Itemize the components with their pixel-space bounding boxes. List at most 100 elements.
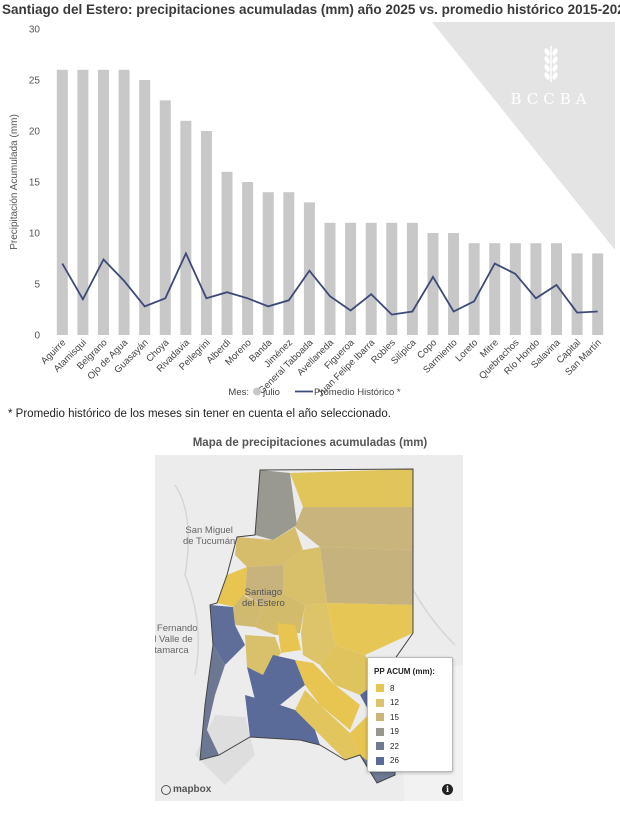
y-tick-label: 30	[29, 25, 41, 36]
region-pellegrini[interactable]	[283, 547, 327, 605]
bars	[56, 69, 604, 336]
legend-title: PP ACUM (mm):	[374, 667, 435, 676]
mapbox-text: mapbox	[173, 784, 212, 795]
city-label-tucuman: San Miguel de Tucumán	[183, 525, 236, 547]
bar	[200, 131, 212, 335]
region-banda[interactable]	[245, 565, 283, 605]
region-taboada[interactable]	[327, 603, 413, 655]
wheat-grain	[552, 56, 558, 64]
region-alberdi[interactable]	[295, 507, 413, 550]
x-tick-label: Loreto	[453, 337, 480, 364]
wheat-grain	[544, 72, 550, 80]
bar	[77, 69, 89, 336]
bar	[592, 253, 604, 335]
footnote: * Promedio histórico de los meses sin te…	[8, 408, 391, 420]
legend-swatch	[376, 742, 384, 750]
bar	[180, 120, 192, 335]
bar	[489, 243, 501, 335]
legend-label: 19	[390, 727, 399, 736]
info-icon[interactable]: i	[442, 784, 453, 795]
legend-item: 15	[376, 712, 399, 722]
bar	[345, 222, 357, 335]
legend-swatch	[376, 756, 384, 765]
legend-swatch	[376, 684, 384, 692]
region-guasayan[interactable]	[217, 567, 247, 607]
map-title: Mapa de precipitaciones acumuladas (mm)	[192, 437, 428, 449]
watermark-triangle	[432, 22, 615, 250]
bar	[159, 100, 171, 336]
wheat-grain	[552, 48, 558, 56]
region-moreno[interactable]	[320, 547, 413, 605]
wheat-grain	[544, 64, 550, 72]
bar	[283, 192, 295, 335]
mapbox-logo[interactable]: mapbox	[161, 784, 211, 795]
bar	[56, 69, 68, 336]
y-tick-label: 5	[34, 280, 40, 291]
bar	[427, 233, 439, 335]
y-axis: 0 5 10 15 20 25 30 Precipitación Acumulada (mm)	[9, 25, 40, 342]
region-loreto[interactable]	[245, 635, 281, 675]
region-robles[interactable]	[255, 593, 305, 635]
chart-legend: Mes: julio Promedio Histórico *	[228, 387, 400, 398]
wheat-grain	[544, 56, 550, 64]
region-figueroa[interactable]	[301, 603, 335, 665]
legend-item: 8	[376, 683, 394, 693]
region-choya-west[interactable]	[200, 645, 225, 760]
region-aguirre[interactable]	[245, 695, 320, 745]
wheat-grain	[552, 64, 558, 72]
region-ojo-de-agua[interactable]	[247, 655, 305, 705]
wheat-grain	[552, 72, 558, 80]
legend-item: 19	[376, 727, 399, 737]
precipitation-chart: BCCBA 0 5 10 15 20 25 30 Precipitación Acumulad…	[9, 22, 615, 399]
bar	[221, 171, 233, 335]
bar	[118, 69, 130, 336]
mapbox-icon	[161, 784, 171, 795]
y-tick-label: 25	[29, 76, 41, 87]
region-salavina[interactable]	[295, 690, 360, 760]
bar	[468, 243, 480, 335]
historical-line	[61, 251, 598, 316]
y-tick-label: 0	[34, 331, 40, 342]
region-choya[interactable]	[210, 605, 245, 665]
legend-item: 12	[376, 698, 399, 708]
watermark: BCCBA	[432, 22, 615, 250]
map-legend: PP ACUM (mm): 8 12 15 19 22 26	[367, 657, 453, 772]
legend-item: 26	[376, 756, 399, 766]
region-capital[interactable]	[233, 595, 263, 627]
bar	[530, 243, 542, 335]
region-rio-hondo[interactable]	[255, 470, 297, 540]
legend-title: Mes:	[228, 387, 249, 398]
bar	[365, 222, 377, 335]
legend-label: 26	[390, 756, 399, 765]
region-jimenez[interactable]	[235, 527, 303, 567]
bar	[324, 222, 336, 335]
legend-label: 8	[390, 683, 395, 693]
road-line	[174, 484, 200, 676]
bar	[262, 192, 274, 335]
bar	[509, 243, 521, 335]
region-atamisqui[interactable]	[295, 660, 360, 730]
wheat-grain	[544, 48, 550, 56]
legend-swatch	[376, 698, 384, 707]
region-silipica[interactable]	[277, 623, 301, 653]
legend-label-julio: julio	[262, 387, 280, 398]
y-tick-label: 15	[29, 178, 41, 189]
bar	[571, 253, 583, 335]
y-tick-label: 10	[29, 229, 41, 240]
bar	[386, 222, 398, 335]
bar	[448, 233, 460, 335]
region-avellaneda[interactable]	[320, 645, 380, 695]
legend-item: 22	[376, 741, 399, 751]
y-tick-label: 20	[29, 127, 41, 138]
precipitation-map[interactable]: San Miguel de Tucumán Santiago del Estero …	[155, 455, 463, 801]
watermark-text: BCCBA	[510, 90, 591, 108]
legend-swatch	[376, 713, 384, 721]
bar	[97, 69, 109, 336]
wheat-icon	[544, 46, 558, 82]
region-copo[interactable]	[290, 469, 413, 507]
bar	[406, 222, 418, 335]
legend-swatch-julio	[253, 387, 261, 396]
chart-title: Santiago del Estero: precipitaciones acu…	[2, 2, 620, 17]
bar	[303, 202, 315, 335]
legend-swatch	[376, 727, 384, 736]
